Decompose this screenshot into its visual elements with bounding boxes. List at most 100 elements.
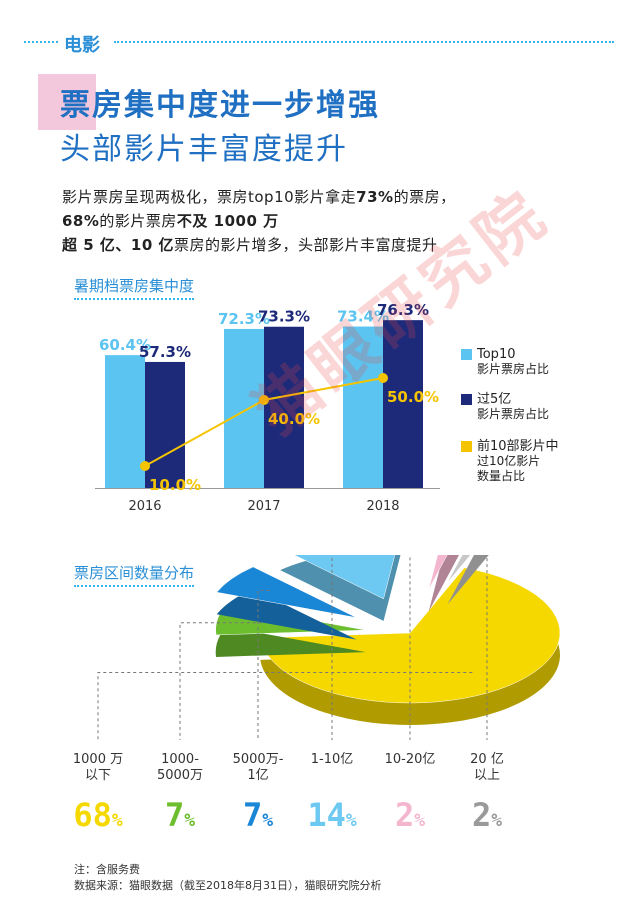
pie-category-label: 20 亿以上	[442, 752, 532, 784]
pie-category-line: 5000万	[156, 768, 204, 783]
legend-label: 影片票房占比	[477, 362, 550, 376]
pie-category-line: 1000 万	[72, 752, 124, 767]
intro-highlight: 73%	[356, 188, 394, 206]
legend-label: 过10亿影片	[477, 454, 541, 468]
bar-2018-over5e	[383, 320, 423, 488]
intro-line-1: 影片票房呈现两极化，票房top10影片拿走73%的票房，	[62, 186, 456, 207]
intro-text: 票房的影片增多，头部影片丰富度提升	[173, 236, 438, 254]
legend-swatch	[461, 441, 472, 452]
line-point-label: 50.0%	[387, 388, 439, 406]
pie-category-label: 1-10亿	[287, 752, 377, 768]
pie-slice-side	[215, 626, 366, 657]
page-subtitle: 头部影片丰富度提升	[60, 132, 348, 167]
bar-label: 57.3%	[139, 343, 191, 361]
bar-2016-over5e	[145, 361, 185, 488]
bar-label: 73.3%	[258, 308, 310, 326]
legend-item: Top10 影片票房占比	[461, 347, 550, 377]
legend-label: 数量占比	[477, 469, 526, 483]
line-point	[140, 461, 150, 471]
header-dots-right	[114, 41, 614, 43]
intro-highlight: 超 5 亿、10 亿	[62, 236, 174, 254]
pie-category-label: 10-20亿	[365, 752, 455, 768]
line-point	[378, 373, 388, 383]
pie-slice-2	[216, 566, 357, 618]
legend-swatch	[461, 349, 472, 360]
pie-percent-value: 7%	[135, 796, 225, 834]
page-title: 票房集中度进一步增强	[60, 88, 380, 123]
line-point-label: 10.0%	[149, 476, 201, 494]
pie-slice-5	[447, 555, 471, 583]
pie-percent-sign: %	[184, 810, 196, 831]
bar-2016-top10	[105, 355, 145, 488]
pie-category-label: 1000 万以下	[53, 752, 143, 784]
legend-swatch	[461, 394, 472, 405]
bar-2018-top10	[343, 326, 383, 488]
pie-slice-side	[428, 555, 459, 612]
legend-label: 前10部影片中	[477, 439, 559, 454]
pie-percent-value: 68%	[53, 796, 143, 834]
pie-percent-sign: %	[491, 810, 503, 831]
pie-category-line: 1-10亿	[310, 752, 354, 767]
bar-label: 72.3%	[218, 310, 270, 328]
bar-2017-top10	[224, 328, 264, 488]
pie-percent-number: 7	[164, 796, 185, 834]
pie-percent-sign: %	[414, 810, 426, 831]
header-dots-left	[24, 41, 58, 43]
intro-text: 影片票房呈现两极化，票房top10影片拿走	[62, 188, 357, 206]
pie-percent-value: 7%	[213, 796, 303, 834]
pie-slice-side	[216, 588, 357, 640]
x-tick-label: 2016	[128, 499, 161, 514]
title-accent-box	[38, 74, 96, 130]
pie-slice-side	[447, 555, 489, 605]
line-point-label: 40.0%	[268, 410, 320, 428]
intro-text: 的票房，	[393, 188, 456, 206]
x-tick-label: 2017	[247, 499, 280, 514]
note-data-source: 数据来源：猫眼数据（截至2018年8月31日），猫眼研究院分析	[74, 879, 382, 892]
legend-item: 前10部影片中 过10亿影片 数量占比	[461, 439, 559, 484]
note-service-fee: 注：含服务费	[74, 863, 140, 876]
pie-category-label: 1000- 5000万	[135, 752, 225, 784]
bar-chart-title: 暑期档票房集中度	[74, 275, 195, 300]
intro-line-2: 68%的影片票房不及 1000 万	[62, 210, 279, 231]
legend-item: 过5亿 影片票房占比	[461, 392, 550, 422]
pie-category-line: 10-20亿	[384, 752, 436, 767]
line-point	[259, 395, 269, 405]
pie-category-line: 5000万-	[232, 752, 284, 767]
legend-label: 影片票房占比	[477, 407, 550, 421]
bar-chart: 60.4% 72.3% 73.4% 57.3% 73.3% 76.3% 2016 2017 20…	[95, 301, 440, 514]
intro-highlight: 68%	[62, 212, 100, 230]
pie-slice-3	[293, 555, 396, 600]
pie-percent-value: 2%	[365, 796, 455, 834]
x-tick-label: 2018	[366, 499, 399, 514]
section-tag: 电影	[64, 35, 100, 56]
pie-percent-sign: %	[111, 810, 123, 831]
pie-percent-value: 14%	[287, 796, 377, 834]
pie-leader-line	[409, 555, 411, 740]
intro-text: 的影片票房	[99, 212, 177, 230]
intro-highlight: 不及 1000 万	[176, 212, 279, 230]
pie-percent-number: 68	[73, 796, 112, 834]
pie-category-line: 以下	[84, 768, 111, 783]
bar-label: 73.4%	[337, 308, 389, 326]
pie-percent-sign: %	[345, 810, 357, 831]
pie-percent-number: 2	[471, 796, 492, 834]
bar-label: 60.4%	[99, 336, 151, 354]
pie-leader-line	[97, 671, 473, 740]
pie-percent-number: 7	[242, 796, 263, 834]
pie-chart-title: 票房区间数量分布	[74, 562, 195, 587]
pie-percent-number: 14	[307, 796, 346, 834]
bar-label: 76.3%	[377, 301, 429, 319]
bar-2017-over5e	[264, 326, 304, 488]
pie-category-label: 5000万- 1亿	[213, 752, 303, 784]
pie-percent-value: 2%	[442, 796, 532, 834]
pie-slice-4	[428, 555, 448, 590]
pie-percent-number: 2	[394, 796, 415, 834]
pie-category-line: 以上	[473, 768, 500, 783]
intro-line-3: 超 5 亿、10 亿票房的影片增多，头部影片丰富度提升	[62, 234, 438, 255]
legend-label: 过5亿	[477, 392, 512, 407]
pie-chart	[97, 555, 561, 740]
pie-category-line: 1亿	[247, 768, 269, 783]
pie-category-line: 20 亿	[470, 752, 504, 767]
pie-percent-sign: %	[262, 810, 274, 831]
pie-category-line: 1000-	[161, 752, 199, 767]
